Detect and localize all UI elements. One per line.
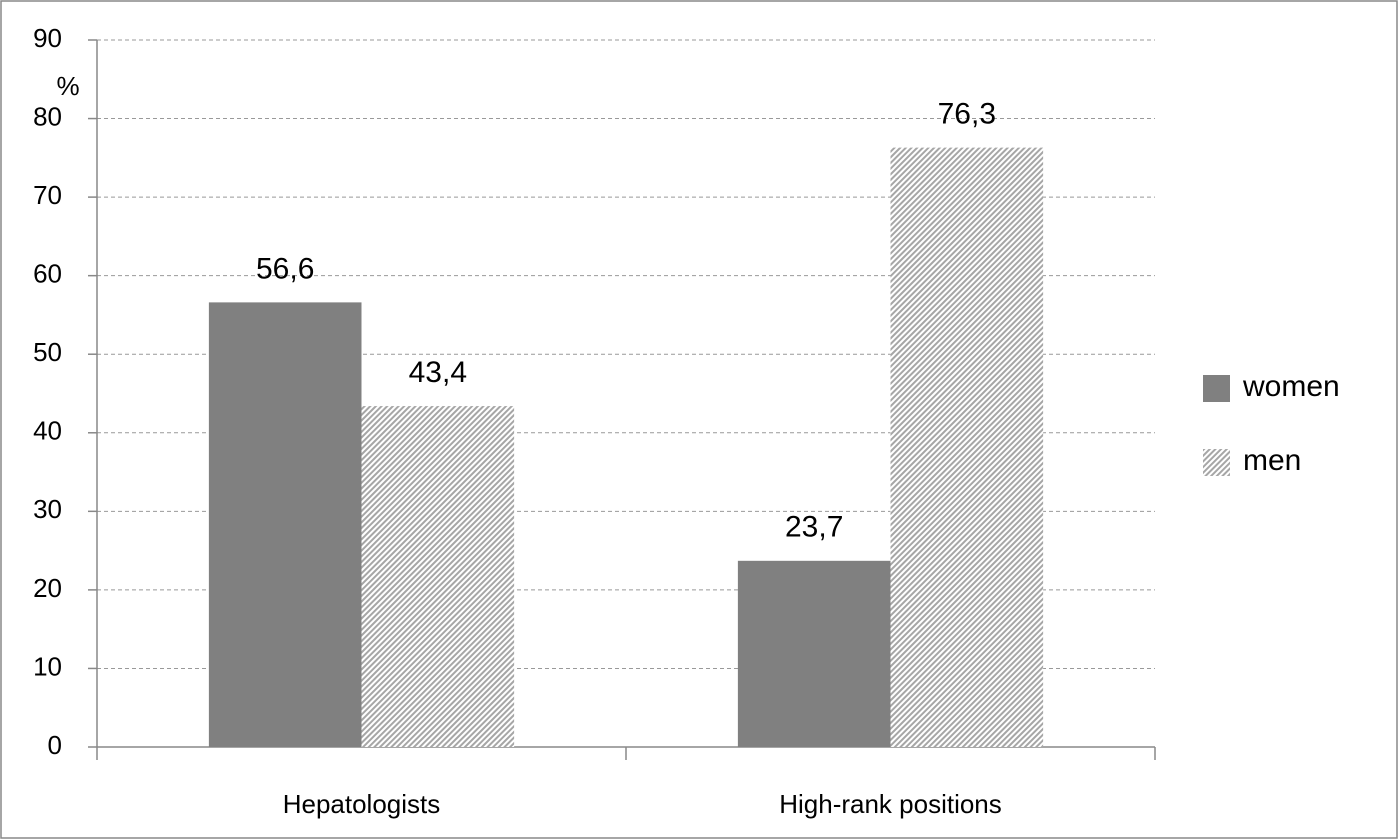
legend-label: men	[1243, 444, 1301, 477]
y-tick-label: 60	[33, 259, 62, 289]
y-tick-label: 30	[33, 494, 62, 524]
legend-label: women	[1242, 370, 1340, 403]
bar	[208, 302, 362, 747]
x-tick-label: High-rank positions	[779, 789, 1002, 819]
y-tick-label: 80	[33, 101, 62, 131]
y-tick-label: 40	[33, 416, 62, 446]
y-tick-label: 0	[48, 730, 62, 760]
legend-swatch	[1203, 449, 1230, 476]
data-label: 43,4	[409, 356, 467, 389]
y-tick-label: 50	[33, 337, 62, 367]
bar	[890, 147, 1044, 748]
x-tick-label: Hepatologists	[283, 789, 441, 819]
bar	[361, 406, 515, 747]
legend-swatch	[1203, 375, 1230, 402]
y-tick-label: 20	[33, 573, 62, 603]
data-label: 76,3	[938, 98, 996, 131]
y-tick-label: 10	[33, 651, 62, 681]
y-tick-label: 90	[33, 23, 62, 53]
data-label: 23,7	[785, 511, 843, 544]
data-label: 56,6	[256, 252, 314, 285]
bar	[737, 560, 891, 747]
y-tick-label: 70	[33, 180, 62, 210]
y-axis-label: %	[56, 71, 79, 101]
